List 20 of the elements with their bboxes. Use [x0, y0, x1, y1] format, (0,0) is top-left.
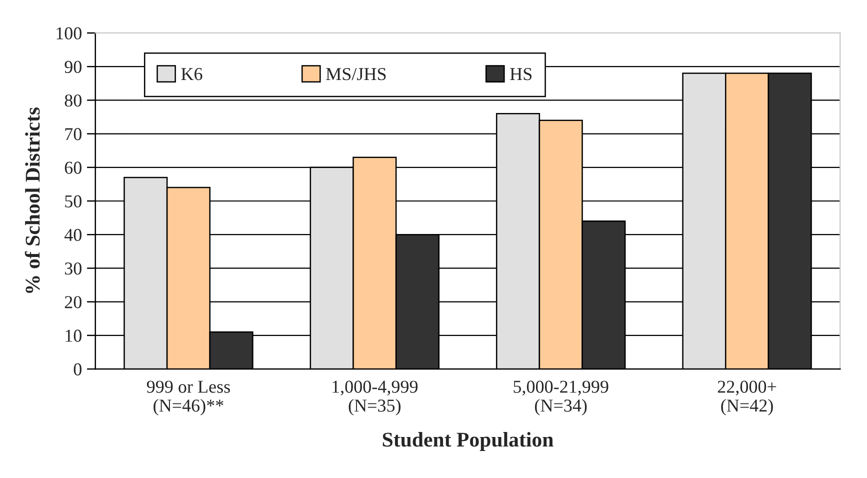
x-tick-label: 5,000-21,999 (N=34) — [514, 380, 608, 416]
legend-label: K6 — [181, 68, 202, 80]
y-tick-label: 80 — [64, 94, 82, 107]
y-axis-title: % of School Districts — [24, 107, 40, 293]
x-axis-title: Student Population — [382, 432, 554, 451]
x-tick-label: 22,000+ (N=42) — [718, 380, 776, 416]
y-tick-label: 10 — [66, 330, 82, 342]
y-tick-label: 100 — [56, 27, 82, 40]
legend-label: MS/JHS — [326, 68, 386, 80]
x-tick-label: 1,000-4,999 (N=35) — [332, 380, 418, 416]
y-tick-label: 50 — [65, 195, 82, 208]
x-tick-label: 999 or Less (N=46)** — [146, 380, 230, 416]
legend-label: HS — [510, 68, 532, 80]
y-tick-label: 60 — [64, 162, 82, 174]
y-tick-label: 90 — [64, 60, 82, 74]
y-tick-label: 30 — [64, 262, 82, 275]
y-tick-label: 70 — [65, 128, 82, 140]
y-tick-label: 40 — [64, 228, 82, 242]
y-tick-label: 0 — [74, 363, 82, 376]
y-tick-label: 20 — [64, 296, 82, 308]
